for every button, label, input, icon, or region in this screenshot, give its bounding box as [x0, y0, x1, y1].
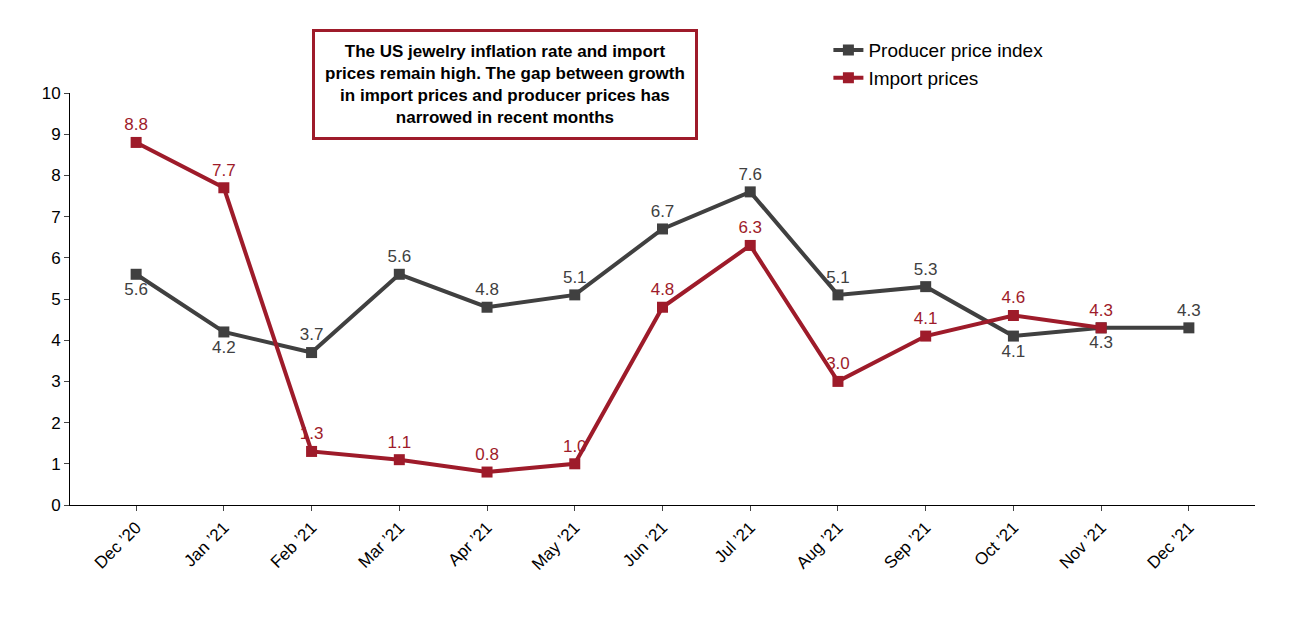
svg-text:6.3: 6.3: [738, 218, 762, 237]
svg-text:Dec ’21: Dec ’21: [1144, 518, 1198, 572]
svg-text:3.0: 3.0: [826, 354, 850, 373]
svg-text:0: 0: [51, 496, 60, 515]
svg-text:7: 7: [51, 208, 60, 227]
svg-text:The US jewelry inflation rate: The US jewelry inflation rate and import…: [325, 42, 685, 127]
svg-text:1.1: 1.1: [387, 433, 411, 452]
svg-text:4.2: 4.2: [212, 338, 236, 357]
svg-text:1: 1: [51, 455, 60, 474]
svg-text:10: 10: [42, 84, 61, 103]
svg-text:7.7: 7.7: [212, 161, 236, 180]
svg-text:4.3: 4.3: [1089, 301, 1113, 320]
svg-text:5.6: 5.6: [124, 280, 148, 299]
svg-text:1.0: 1.0: [563, 437, 587, 456]
svg-text:4.3: 4.3: [1177, 301, 1201, 320]
svg-text:4.1: 4.1: [1002, 342, 1026, 361]
svg-text:7.6: 7.6: [738, 165, 762, 184]
svg-text:1.3: 1.3: [300, 424, 324, 443]
svg-text:2: 2: [51, 414, 60, 433]
svg-text:Feb ’21: Feb ’21: [267, 518, 321, 572]
svg-text:Nov ’21: Nov ’21: [1056, 518, 1110, 572]
svg-text:3.7: 3.7: [300, 325, 324, 344]
svg-text:5.1: 5.1: [826, 268, 850, 287]
svg-text:6.7: 6.7: [651, 202, 675, 221]
svg-text:4.8: 4.8: [475, 280, 499, 299]
svg-text:Oct ’21: Oct ’21: [971, 518, 1023, 570]
svg-text:Jun ’21: Jun ’21: [619, 518, 671, 570]
svg-text:3: 3: [51, 372, 60, 391]
svg-text:Jan ’21: Jan ’21: [180, 518, 232, 570]
svg-text:Apr ’21: Apr ’21: [444, 518, 496, 570]
svg-text:4.3: 4.3: [1089, 333, 1113, 352]
svg-text:6: 6: [51, 249, 60, 268]
svg-text:Sep ’21: Sep ’21: [880, 518, 934, 572]
svg-text:0.8: 0.8: [475, 445, 499, 464]
svg-text:Aug ’21: Aug ’21: [793, 518, 847, 572]
svg-text:Producer price index: Producer price index: [868, 40, 1043, 61]
svg-text:4: 4: [51, 331, 60, 350]
svg-text:8.8: 8.8: [124, 115, 148, 134]
svg-text:4.6: 4.6: [1002, 288, 1026, 307]
svg-text:5: 5: [51, 290, 60, 309]
svg-text:5.1: 5.1: [563, 268, 587, 287]
svg-text:5.3: 5.3: [914, 260, 938, 279]
svg-text:Import prices: Import prices: [868, 68, 978, 89]
svg-text:Jul ’21: Jul ’21: [711, 518, 759, 566]
svg-text:9: 9: [51, 125, 60, 144]
svg-text:4.8: 4.8: [651, 280, 675, 299]
svg-text:Mar ’21: Mar ’21: [355, 518, 409, 572]
svg-text:May ’21: May ’21: [528, 518, 584, 574]
svg-text:5.6: 5.6: [387, 247, 411, 266]
svg-text:4.1: 4.1: [914, 309, 938, 328]
svg-text:Dec ’20: Dec ’20: [91, 518, 145, 572]
svg-text:8: 8: [51, 166, 60, 185]
